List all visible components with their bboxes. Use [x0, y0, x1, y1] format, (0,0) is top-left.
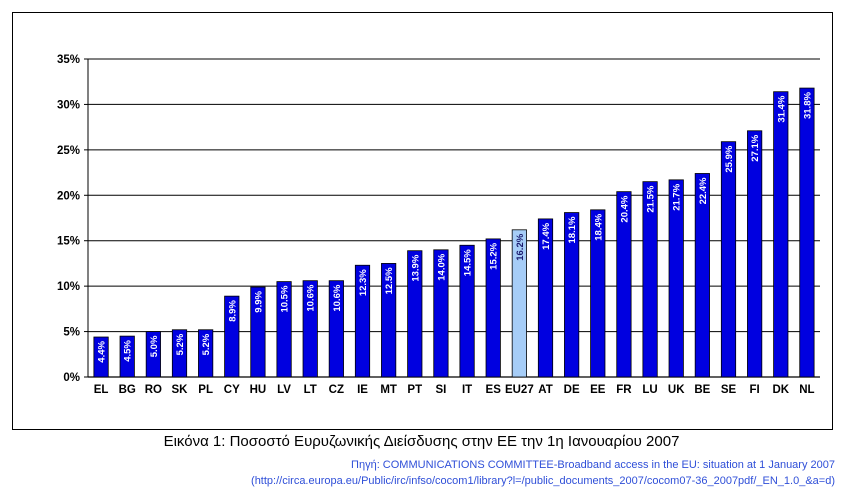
data-label: 18.1%: [567, 216, 578, 243]
x-tick-label: NL: [799, 384, 814, 396]
bar-nl: [799, 87, 815, 378]
figure-caption: Εικόνα 1: Ποσοστό Ευρυζωνικής Διείσδυσης…: [163, 433, 680, 450]
x-tick-label: ES: [486, 384, 502, 396]
x-tick-label: LV: [277, 384, 291, 396]
x-tick-label: IE: [357, 384, 368, 396]
bars: 4.4% 4.5% 5.0% 5.2% 5.2% 8.9% 9.9% 10.5% 10.6% 10…: [93, 87, 815, 378]
x-tick-label: LU: [642, 384, 657, 396]
category-labels: EL BG RO SK PL CY HU LV LT CZ IE MT PT SI IT ES EU27 AT DE…: [94, 384, 815, 396]
x-tick-label: EE: [590, 384, 606, 396]
bar-se: [720, 141, 737, 378]
data-label: 20.4%: [619, 195, 630, 222]
data-label: 16.2%: [515, 233, 526, 260]
data-label: 12.5%: [384, 267, 395, 294]
data-label: 5.2%: [201, 333, 212, 355]
bar-hu: [250, 286, 266, 378]
bar-chart: 0% 5% 10% 15% 20% 25% 30% 35% 4.4% 4.5% 5.0% 5.2% 5…: [57, 54, 820, 396]
x-tick-label: RO: [145, 384, 162, 396]
bar-sk: [171, 329, 188, 378]
x-tick-label: SI: [435, 384, 446, 396]
x-tick-label: BG: [119, 384, 136, 396]
data-label: 31.8%: [802, 92, 813, 119]
x-tick-label: PL: [198, 384, 213, 396]
data-label: 10.6%: [306, 284, 317, 311]
x-tick-label: UK: [668, 384, 685, 396]
y-tick-label: 30%: [57, 99, 80, 111]
bar-fi: [747, 130, 763, 378]
data-label: 21.7%: [672, 183, 683, 210]
bar-de: [564, 212, 580, 378]
data-label: 4.4%: [97, 340, 108, 362]
data-label: 9.9%: [253, 291, 264, 313]
data-label: 14.0%: [436, 253, 447, 280]
x-tick-label: CY: [224, 384, 240, 396]
x-tick-label: FI: [750, 384, 760, 396]
data-label: 4.5%: [123, 340, 134, 362]
bar-pl: [198, 329, 214, 378]
data-label: 8.9%: [227, 300, 238, 322]
data-label: 13.9%: [410, 254, 421, 281]
y-tick-label: 10%: [57, 281, 80, 293]
x-tick-label: SE: [721, 384, 737, 396]
y-tick-label: 0%: [63, 372, 80, 384]
y-tick-label: 5%: [63, 327, 80, 339]
data-label: 27.1%: [750, 134, 761, 161]
x-tick-label: IT: [462, 384, 472, 396]
bar-eu27: [511, 229, 527, 378]
bar-cy: [224, 295, 240, 378]
data-label: 15.2%: [489, 242, 500, 269]
x-tick-label: CZ: [329, 384, 344, 396]
x-tick-label: EU27: [505, 384, 534, 396]
y-tick-label: 15%: [57, 236, 80, 248]
x-tick-label: PT: [407, 384, 422, 396]
y-tick-label: 35%: [57, 54, 80, 66]
data-label: 25.9%: [724, 145, 735, 172]
data-label: 12.3%: [358, 269, 369, 296]
bar-dk: [773, 91, 789, 378]
bar-lt: [302, 280, 318, 378]
x-tick-label: DE: [564, 384, 580, 396]
bar-ro: [145, 331, 161, 378]
x-tick-label: AT: [538, 384, 552, 396]
x-tick-label: DK: [772, 384, 789, 396]
y-tick-label: 20%: [57, 190, 80, 202]
data-label: 5.0%: [149, 335, 160, 357]
bar-ie: [354, 264, 371, 378]
data-label: 17.4%: [541, 222, 552, 249]
x-tick-label: SK: [172, 384, 189, 396]
bar-pt: [407, 250, 423, 378]
x-tick-label: HU: [250, 384, 267, 396]
bar-ee: [590, 209, 606, 378]
data-label: 10.5%: [280, 285, 291, 312]
data-label: 18.4%: [593, 213, 604, 240]
bar-bg: [119, 335, 135, 378]
data-label: 21.5%: [646, 185, 657, 212]
bar-fr: [616, 191, 632, 378]
bar-el: [93, 336, 109, 378]
source-line: Πηγή: COMMUNICATIONS COMMITTEE-Broadband…: [351, 459, 835, 471]
bar-at: [537, 218, 554, 378]
gridlines: [88, 58, 820, 378]
data-label: 10.6%: [332, 284, 343, 311]
bar-cz: [328, 280, 344, 378]
y-tick-label: 25%: [57, 145, 80, 157]
bar-lv: [276, 281, 292, 378]
bar-lu: [642, 181, 658, 378]
x-tick-label: FR: [616, 384, 632, 396]
bar-es: [485, 238, 501, 378]
data-label: 5.2%: [175, 333, 186, 355]
x-tick-label: EL: [94, 384, 109, 396]
bar-si: [433, 249, 449, 378]
data-label: 22.4%: [698, 177, 709, 204]
x-tick-label: MT: [380, 384, 397, 396]
source-url[interactable]: (http://circa.europa.eu/Public/irc/infso…: [251, 475, 835, 487]
x-tick-label: LT: [304, 384, 317, 396]
data-label: 14.5%: [463, 249, 474, 276]
data-label: 31.4%: [776, 95, 787, 122]
bar-it: [459, 244, 475, 378]
x-tick-label: BE: [694, 384, 710, 396]
bar-be: [694, 173, 710, 378]
bar-uk: [668, 179, 684, 378]
bar-mt: [381, 263, 397, 378]
